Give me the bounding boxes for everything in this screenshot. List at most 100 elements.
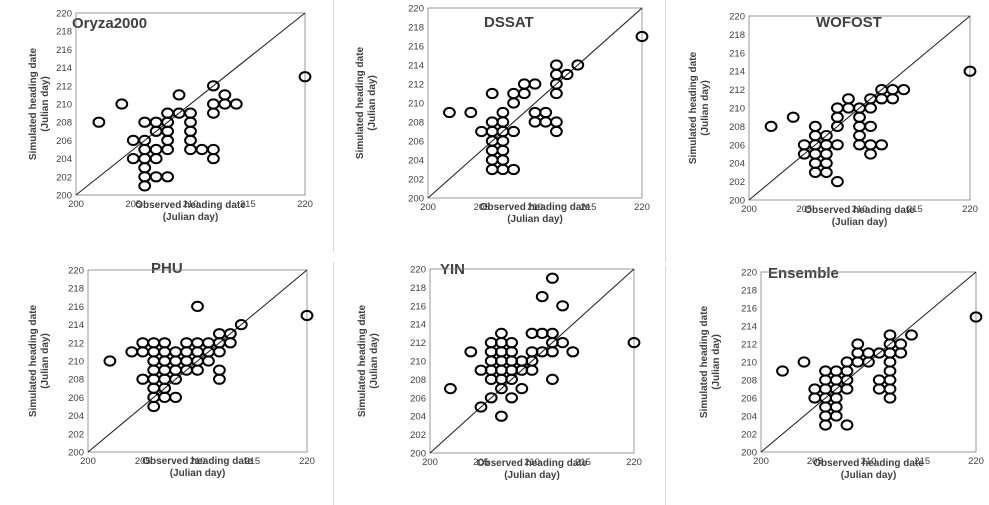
scatter-plot: DSSAT 200 202 204 206 208 210 212 214 216 218 220 20… xyxy=(355,4,650,226)
data-point xyxy=(831,176,844,188)
data-point xyxy=(886,93,900,105)
data-point xyxy=(546,327,559,340)
data-point xyxy=(138,116,152,128)
data-point xyxy=(819,383,832,395)
y-tick-label: 218 xyxy=(68,284,84,295)
data-point xyxy=(525,346,539,358)
x-tick-label: 210 xyxy=(183,199,199,210)
data-point xyxy=(550,116,563,128)
data-point xyxy=(829,365,843,377)
y-tick-label: 218 xyxy=(408,23,424,34)
data-point xyxy=(218,98,232,110)
y-axis-label: Simulated heading date xyxy=(357,304,368,417)
data-point xyxy=(525,364,539,376)
y-tick-label: 204 xyxy=(410,412,426,423)
y-tick-label: 202 xyxy=(410,430,426,441)
data-point xyxy=(831,111,844,123)
data-point xyxy=(149,171,163,183)
data-point xyxy=(495,346,508,358)
y-tick-label: 202 xyxy=(408,175,424,186)
data-point xyxy=(853,130,866,142)
y-tick-label: 206 xyxy=(68,393,84,404)
data-point xyxy=(550,125,563,138)
y-tick-label: 220 xyxy=(729,12,745,23)
data-point xyxy=(842,102,855,114)
data-point xyxy=(184,125,197,137)
data-point xyxy=(819,157,833,169)
data-point xyxy=(505,364,519,376)
y-tick-label: 220 xyxy=(741,268,757,279)
x-tick-label: 205 xyxy=(125,199,141,210)
data-point xyxy=(525,327,539,340)
data-point xyxy=(969,311,983,323)
data-point xyxy=(875,139,889,151)
data-point xyxy=(829,401,843,413)
x-tick-label: 220 xyxy=(962,204,978,215)
y-axis-label: Simulated heading date xyxy=(688,51,699,164)
data-point xyxy=(883,365,897,377)
x-tick-label: 200 xyxy=(422,457,438,468)
y-tick-label: 200 xyxy=(741,448,757,459)
plot-area xyxy=(75,12,306,196)
data-point xyxy=(829,392,843,404)
data-point xyxy=(184,143,197,156)
data-point xyxy=(484,364,498,376)
data-point xyxy=(172,89,186,101)
data-point xyxy=(485,163,499,176)
x-axis-label: Observed heading date xyxy=(477,458,588,469)
x-axis-label-unit: (Julian day) xyxy=(507,214,563,225)
chart-title: PHU xyxy=(151,260,183,277)
data-point xyxy=(505,337,519,349)
data-point xyxy=(897,84,911,96)
y-tick-label: 214 xyxy=(68,320,84,331)
x-axis-label: Observed heading date xyxy=(804,205,915,216)
data-point xyxy=(169,364,183,376)
data-point xyxy=(138,143,152,156)
y-tick-label: 210 xyxy=(408,99,424,110)
x-axis-label: Observed heading date xyxy=(480,202,591,213)
plot-area xyxy=(429,268,635,454)
data-point xyxy=(136,346,150,358)
data-point xyxy=(786,111,800,123)
data-point xyxy=(808,157,822,169)
plot-area xyxy=(87,269,308,453)
y-tick-label: 214 xyxy=(410,320,426,331)
data-point xyxy=(528,106,542,119)
y-tick-label: 204 xyxy=(741,412,757,423)
data-point xyxy=(161,107,175,119)
data-point xyxy=(853,139,866,151)
data-point xyxy=(484,392,498,404)
x-tick-label: 210 xyxy=(861,456,877,467)
data-point xyxy=(517,78,531,90)
y-tick-label: 210 xyxy=(68,357,84,368)
data-point xyxy=(539,116,553,128)
x-tick-label: 200 xyxy=(80,456,96,467)
data-point xyxy=(125,346,139,358)
data-point xyxy=(840,356,854,368)
data-point xyxy=(566,346,580,358)
scatter-plot: PHU 200 202 204 206 208 210 212 214 216 218 220 200 2… xyxy=(28,260,315,479)
data-point xyxy=(528,116,542,128)
data-point xyxy=(515,355,529,367)
data-point xyxy=(808,392,822,404)
y-tick-label: 220 xyxy=(410,265,426,276)
y-tick-label: 204 xyxy=(56,154,72,165)
panel-divider xyxy=(665,0,666,262)
x-tick-label: 220 xyxy=(626,457,642,468)
data-point xyxy=(495,410,508,422)
data-point xyxy=(546,272,559,284)
data-point xyxy=(797,356,811,368)
x-axis-label: Observed heading date xyxy=(135,200,246,211)
scatter-plot: YIN 200 202 204 206 208 210 212 214 216 218 220 200 2… xyxy=(357,261,642,481)
data-point xyxy=(819,410,832,422)
data-point xyxy=(158,364,172,376)
data-point xyxy=(158,355,172,367)
chart-title: DSSAT xyxy=(484,14,534,31)
y-axis-label-unit: (Julian day) xyxy=(40,333,51,389)
y-axis-label-unit: (Julian day) xyxy=(700,80,711,136)
data-point xyxy=(883,347,897,359)
data-point xyxy=(213,373,226,385)
chart-panel-yin: YIN 200 202 204 206 208 210 212 214 216 218 220 200 2… xyxy=(336,260,662,505)
data-point xyxy=(147,400,161,413)
data-point xyxy=(207,143,220,156)
